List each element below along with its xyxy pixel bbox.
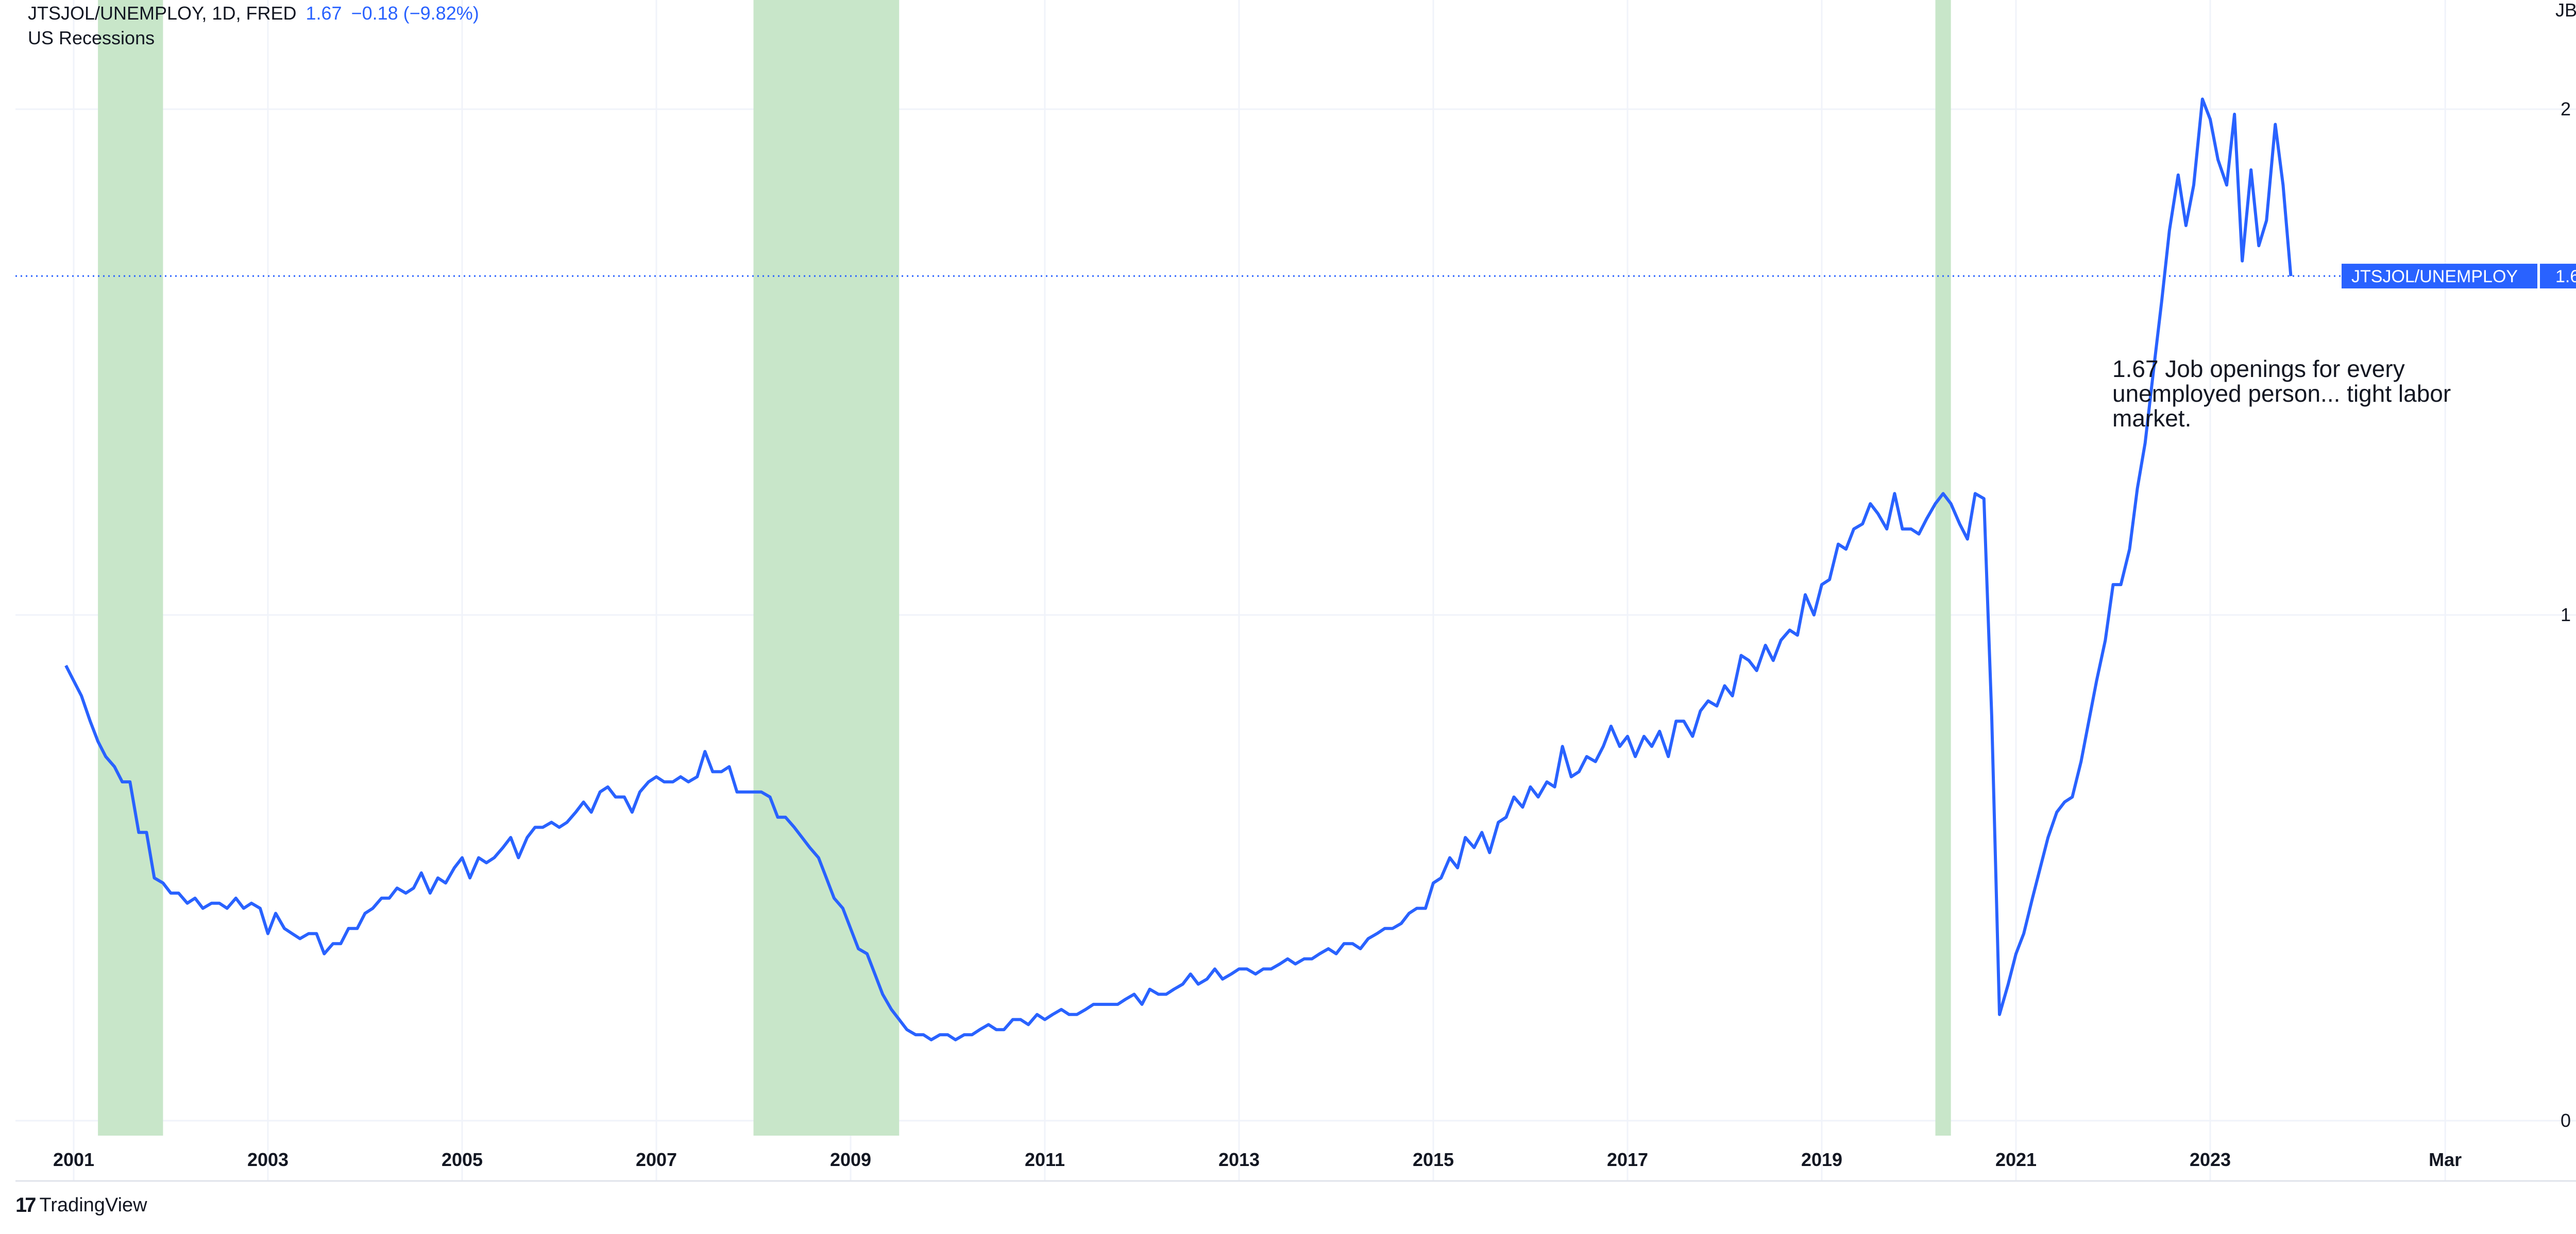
- horizontal-gridlines: [15, 108, 2576, 1122]
- annotation-line-3: market.: [2112, 405, 2191, 432]
- series-legend[interactable]: JTSJOL/UNEMPLOY, 1D, FRED 1.67 −0.18 (−9.8…: [28, 1, 479, 26]
- tradingview-logo-text: TradingView: [39, 1194, 147, 1216]
- x-tick-label-0: 2001: [53, 1149, 94, 1170]
- tradingview-logo-icon: 17: [15, 1194, 36, 1216]
- annotation-text[interactable]: 1.67 Job openings for every unemployed p…: [2112, 355, 2458, 432]
- legend-change: −0.18 (−9.82%): [351, 3, 479, 24]
- x-tick-label-8: 2017: [1607, 1149, 1648, 1170]
- x-tick-label-1: 2003: [247, 1149, 289, 1170]
- last-value-label: 1.67: [2555, 267, 2576, 286]
- annotation-line-2: unemployed person... tight labor: [2112, 380, 2451, 407]
- legend-symbol[interactable]: JTSJOL/UNEMPLOY, 1D, FRED: [28, 3, 297, 24]
- tradingview-logo[interactable]: 17 TradingView: [15, 1194, 147, 1217]
- y-axis[interactable]: 0 1 2: [2561, 98, 2571, 1131]
- study-legend[interactable]: US Recessions: [28, 27, 155, 48]
- x-tick-label-5: 2011: [1025, 1149, 1065, 1170]
- x-tick-label-11: 2023: [2190, 1149, 2231, 1170]
- series-price-label[interactable]: JTSJOL/UNEMPLOY 1.67: [2342, 264, 2576, 289]
- recession-band-1: [753, 0, 900, 1136]
- annotation-line-1: 1.67 Job openings for every: [2112, 355, 2405, 382]
- x-tick-label-2: 2005: [442, 1149, 483, 1170]
- x-tick-label-10: 2021: [1995, 1149, 2037, 1170]
- y-tick-label-1: 1: [2561, 604, 2571, 625]
- x-tick-label-9: 2019: [1801, 1149, 1842, 1170]
- last-value-tag: [2540, 264, 2576, 289]
- x-tick-label-6: 2013: [1218, 1149, 1260, 1170]
- series-name-label: JTSJOL/UNEMPLOY: [2351, 267, 2518, 286]
- series-name-tag: [2342, 264, 2537, 289]
- vertical-gridlines: [73, 0, 2446, 1181]
- y-tick-label-0: 0: [2561, 1110, 2571, 1131]
- x-tick-label-3: 2007: [636, 1149, 677, 1170]
- legend-last-value: 1.67: [306, 3, 342, 24]
- price-scale-id: JBO: [2555, 0, 2576, 21]
- recession-band-2: [1935, 0, 1951, 1136]
- x-tick-label-7: 2015: [1413, 1149, 1454, 1170]
- y-tick-label-2: 2: [2561, 98, 2571, 119]
- x-tick-label-4: 2009: [830, 1149, 871, 1170]
- x-tick-label-12: Mar: [2429, 1149, 2462, 1170]
- recession-band-0: [98, 0, 163, 1136]
- recession-bands: [98, 0, 1951, 1136]
- x-axis[interactable]: 2001 2003 2005 2007 2009 2011 2013 2015 2017 2019…: [53, 1149, 2462, 1170]
- series-line[interactable]: [64, 97, 2293, 1041]
